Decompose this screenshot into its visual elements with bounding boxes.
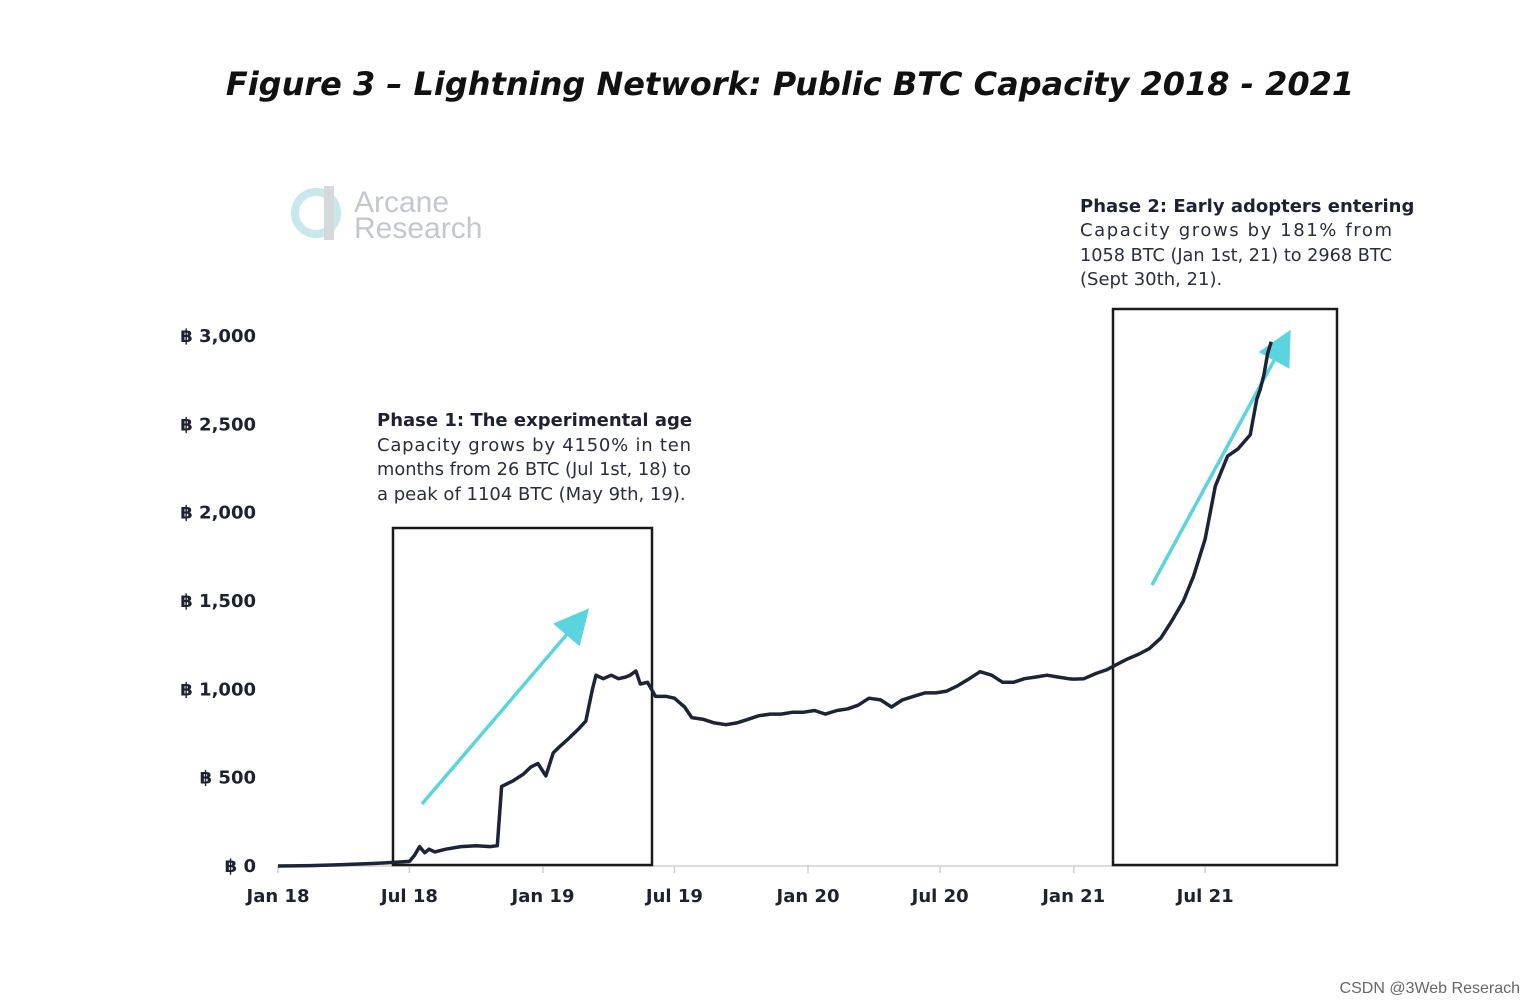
phase2-rect [1111,307,1339,867]
phase1-rect [391,526,654,867]
phase1-arrow-icon [420,608,590,806]
phase1-line1: Capacity grows by 4150% in ten [377,435,691,456]
phase2-annotation: Phase 2: Early adopters entering Capacit… [1080,196,1414,290]
y-tick-label: ฿ 1,000 [180,679,256,700]
y-tick-label: ฿ 1,500 [180,591,256,612]
x-tick-label: Jul 21 [1175,886,1234,907]
phase2-line3: (Sept 30th, 21). [1080,269,1222,290]
phase1-box [391,526,654,867]
y-axis: ฿ 0 ฿ 500 ฿ 1,000 ฿ 1,500 ฿ 2,000 ฿ 2,500 ฿ 3,… [180,326,256,877]
y-tick-label: ฿ 500 [200,768,256,789]
phase1-heading: Phase 1: The experimental age [377,410,692,431]
y-tick-label: ฿ 2,000 [180,503,256,524]
phase1-line2: months from 26 BTC (Jul 1st, 18) to [377,459,691,480]
capacity-series-line [277,341,1273,868]
logo-bar [324,186,334,240]
x-tick-label: Jul 20 [910,886,969,907]
phase2-heading: Phase 2: Early adopters entering [1080,196,1414,217]
chart-title: Figure 3 – Lightning Network: Public BTC… [226,65,1354,103]
logo-line1: Arcane [354,186,449,219]
arcane-logo: Arcane Research [291,186,482,245]
phase2-line1: Capacity grows by 181% from [1080,220,1392,241]
credit-watermark: CSDN @3Web Reserach [1340,980,1520,997]
y-tick-label: ฿ 0 [225,856,256,877]
x-tick-label: Jan 18 [245,886,310,907]
x-tick-label: Jul 18 [379,886,438,907]
x-tick-label: Jan 19 [510,886,575,907]
x-tick-label: Jan 20 [775,886,840,907]
y-tick-label: ฿ 3,000 [180,326,256,347]
y-tick-label: ฿ 2,500 [180,414,256,435]
phase1-line3: a peak of 1104 BTC (May 9th, 19). [377,484,686,505]
logo-ring-icon [291,188,341,238]
phase2-box [1111,307,1339,867]
x-tick-label: Jan 21 [1040,886,1105,907]
x-tick-label: Jul 19 [644,886,703,907]
x-axis: Jan 18 Jul 18 Jan 19 Jul 19 Jan 20 Jul 20 Jan … [245,865,1338,907]
phase1-annotation: Phase 1: The experimental age Capacity g… [377,410,692,505]
logo-line2: Research [354,212,482,245]
phase2-line2: 1058 BTC (Jan 1st, 21) to 2968 BTC [1080,245,1392,266]
